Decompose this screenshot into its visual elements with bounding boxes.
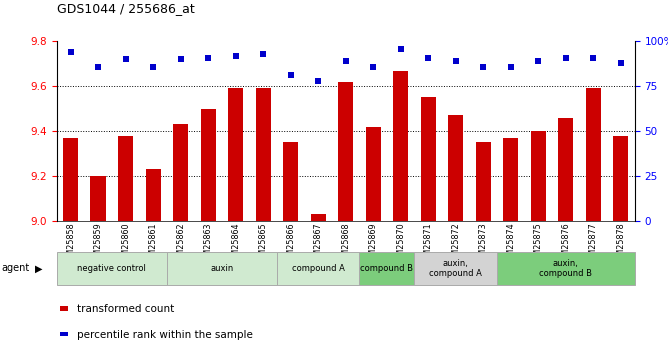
- Point: [395, 46, 406, 51]
- Text: auxin: auxin: [210, 264, 234, 273]
- Bar: [63, 138, 78, 221]
- Text: agent: agent: [1, 264, 29, 273]
- Point: [93, 64, 104, 69]
- Point: [506, 64, 516, 69]
- Point: [450, 58, 461, 64]
- Point: [478, 64, 488, 69]
- Point: [368, 64, 379, 69]
- Bar: [277, 252, 359, 285]
- Point: [148, 64, 158, 69]
- Text: ▶: ▶: [35, 264, 42, 273]
- Bar: [448, 115, 464, 221]
- Text: auxin,
compound A: auxin, compound A: [430, 258, 482, 278]
- Bar: [497, 252, 635, 285]
- Bar: [393, 71, 408, 221]
- Point: [203, 55, 214, 60]
- Bar: [421, 97, 436, 221]
- Text: GDS1044 / 255686_at: GDS1044 / 255686_at: [57, 2, 194, 15]
- Point: [615, 60, 626, 66]
- Bar: [200, 109, 216, 221]
- Bar: [558, 118, 573, 221]
- Bar: [338, 82, 353, 221]
- Bar: [146, 169, 160, 221]
- Text: transformed count: transformed count: [77, 304, 174, 314]
- Point: [65, 49, 76, 55]
- Point: [120, 57, 131, 62]
- Point: [341, 58, 351, 64]
- Point: [285, 73, 296, 78]
- Point: [230, 53, 241, 59]
- Bar: [531, 131, 546, 221]
- Point: [533, 58, 544, 64]
- Text: compound B: compound B: [361, 264, 413, 273]
- Text: negative control: negative control: [77, 264, 146, 273]
- Bar: [90, 176, 106, 221]
- Bar: [256, 89, 271, 221]
- Bar: [228, 89, 243, 221]
- Bar: [173, 125, 188, 221]
- Point: [423, 55, 434, 60]
- Point: [258, 51, 269, 57]
- Point: [175, 57, 186, 62]
- Text: compound A: compound A: [292, 264, 345, 273]
- Text: percentile rank within the sample: percentile rank within the sample: [77, 330, 253, 339]
- Bar: [586, 89, 601, 221]
- Bar: [57, 252, 167, 285]
- Point: [560, 55, 571, 60]
- Bar: [311, 214, 326, 221]
- Bar: [283, 142, 298, 221]
- Bar: [613, 136, 629, 221]
- Text: auxin,
compound B: auxin, compound B: [539, 258, 593, 278]
- Point: [588, 55, 599, 60]
- Bar: [167, 252, 277, 285]
- Bar: [476, 142, 491, 221]
- Bar: [365, 127, 381, 221]
- Bar: [503, 138, 518, 221]
- Bar: [118, 136, 133, 221]
- Point: [313, 78, 323, 83]
- Bar: [414, 252, 497, 285]
- Bar: [359, 252, 414, 285]
